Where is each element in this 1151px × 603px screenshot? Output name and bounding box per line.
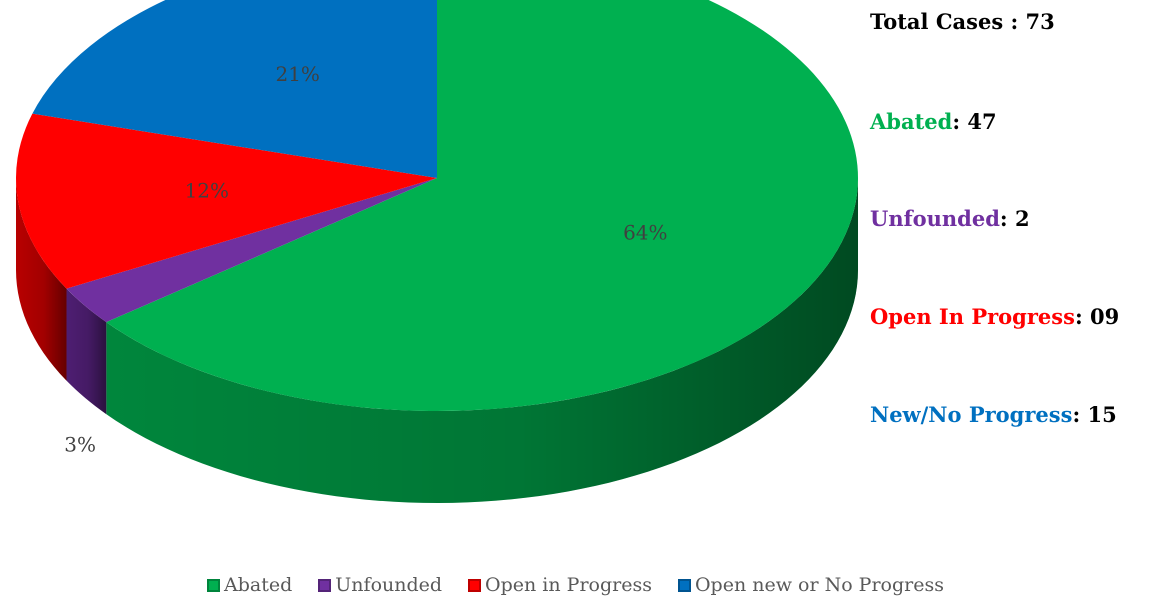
summary-open-in-progress-label: Open In Progress xyxy=(870,304,1075,329)
legend-item-abated: Abated xyxy=(207,574,292,596)
total-cases-text: Total Cases : 73 xyxy=(870,9,1055,34)
summary-panel: Total Cases : 73 Abated: 47 Unfounded: 2… xyxy=(870,0,1151,470)
summary-abated: Abated: 47 xyxy=(870,109,997,134)
pct-label-open-new: 21% xyxy=(275,62,319,86)
pct-label-unfounded: 3% xyxy=(64,432,96,456)
legend-item-open-new: Open new or No Progress xyxy=(677,574,944,596)
summary-new-no-progress-label: New/No Progress xyxy=(870,402,1073,427)
summary-unfounded-value: : 2 xyxy=(999,206,1030,231)
legend-label-open-in-progress: Open in Progress xyxy=(485,574,652,596)
legend-swatch-abated xyxy=(207,578,221,592)
legend-item-open-in-progress: Open in Progress xyxy=(468,574,652,596)
pie-side-shade-open-in-progress xyxy=(16,178,67,381)
pie-top-layer xyxy=(15,0,858,411)
total-cases-label: Total Cases : 73 xyxy=(870,9,1055,34)
chart-legend: Abated Unfounded Open in Progress Open n… xyxy=(0,574,1151,596)
pie-label-layer: 64% 3% 12% 21% xyxy=(64,62,667,456)
legend-label-open-new: Open new or No Progress xyxy=(694,574,944,596)
legend-swatch-open-new xyxy=(677,578,691,592)
pie-slice-open-new xyxy=(32,0,437,178)
summary-new-no-progress-value: : 15 xyxy=(1072,402,1117,427)
legend-label-abated: Abated xyxy=(224,574,293,596)
summary-new-no-progress: New/No Progress: 15 xyxy=(870,402,1117,427)
pct-label-open-in-progress: 12% xyxy=(185,178,229,202)
pie-slice-abated xyxy=(106,0,858,411)
legend-item-unfounded: Unfounded xyxy=(318,574,442,596)
summary-unfounded: Unfounded: 2 xyxy=(870,206,1030,231)
summary-open-in-progress-value: : 09 xyxy=(1074,304,1120,329)
pie-slice-unfounded xyxy=(66,178,437,323)
pie-slice-open-in-progress xyxy=(15,113,437,289)
pct-label-abated: 64% xyxy=(623,221,667,245)
summary-unfounded-label: Unfounded xyxy=(870,206,1000,231)
pie-side-shade-unfounded xyxy=(66,288,107,415)
legend-swatch-unfounded xyxy=(318,578,332,592)
summary-abated-value: : 47 xyxy=(952,109,997,134)
pie-side-shade-abated xyxy=(106,178,859,503)
summary-abated-label: Abated xyxy=(870,109,953,134)
legend-swatch-open-in-progress xyxy=(468,578,482,592)
summary-open-in-progress: Open In Progress: 09 xyxy=(870,304,1119,329)
legend-label-unfounded: Unfounded xyxy=(335,574,443,596)
pie-side-layer xyxy=(16,178,859,503)
